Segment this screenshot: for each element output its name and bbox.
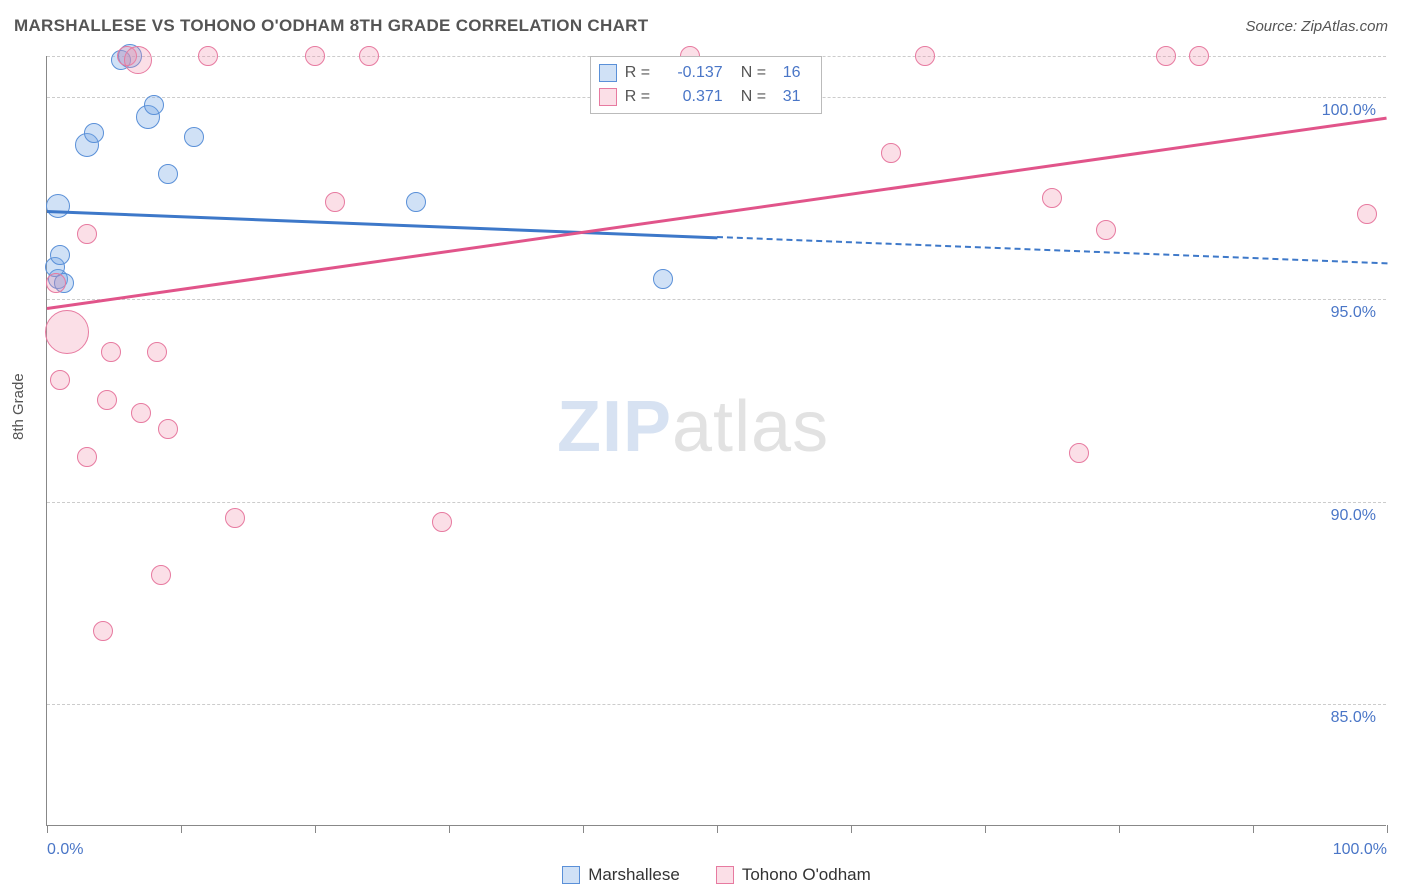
data-point — [653, 269, 673, 289]
data-point — [50, 245, 70, 265]
data-point — [1189, 46, 1209, 66]
chart-title: MARSHALLESE VS TOHONO O'ODHAM 8TH GRADE … — [14, 16, 648, 36]
data-point — [915, 46, 935, 66]
trend-line — [47, 210, 717, 239]
x-tick — [1119, 825, 1120, 833]
data-point — [101, 342, 121, 362]
legend-item: Marshallese — [562, 865, 680, 885]
data-point — [124, 46, 152, 74]
data-point — [50, 370, 70, 390]
data-point — [77, 224, 97, 244]
data-point — [158, 419, 178, 439]
watermark-zip: ZIP — [557, 387, 672, 467]
trend-line — [717, 236, 1387, 264]
gridline — [47, 704, 1386, 705]
data-point — [305, 46, 325, 66]
legend-swatch — [562, 866, 580, 884]
data-point — [93, 621, 113, 641]
x-tick — [449, 825, 450, 833]
stats-legend: R = -0.137 N = 16 R = 0.371 N = 31 — [590, 56, 822, 114]
y-axis-label: 8th Grade — [10, 373, 27, 440]
legend-item: Tohono O'odham — [716, 865, 871, 885]
series-legend: Marshallese Tohono O'odham — [47, 865, 1386, 889]
n-value: 31 — [783, 85, 813, 109]
legend-swatch — [599, 64, 617, 82]
x-tick — [315, 825, 316, 833]
source-attribution: Source: ZipAtlas.com — [1245, 18, 1388, 35]
x-tick — [851, 825, 852, 833]
data-point — [1069, 443, 1089, 463]
x-tick — [1253, 825, 1254, 833]
data-point — [325, 192, 345, 212]
data-point — [151, 565, 171, 585]
trend-line — [47, 117, 1387, 310]
data-point — [1357, 204, 1377, 224]
y-tick-label: 100.0% — [1322, 102, 1376, 120]
n-value: 16 — [783, 61, 813, 85]
stats-row: R = -0.137 N = 16 — [599, 61, 813, 85]
legend-swatch — [716, 866, 734, 884]
data-point — [144, 95, 164, 115]
watermark: ZIPatlas — [557, 386, 829, 468]
x-tick-label: 100.0% — [1333, 841, 1387, 859]
x-tick — [583, 825, 584, 833]
x-tick — [717, 825, 718, 833]
data-point — [45, 310, 89, 354]
watermark-atlas: atlas — [672, 387, 829, 467]
data-point — [225, 508, 245, 528]
y-tick-label: 95.0% — [1331, 304, 1376, 322]
data-point — [359, 46, 379, 66]
x-tick — [985, 825, 986, 833]
n-label: N = — [741, 61, 775, 85]
data-point — [1156, 46, 1176, 66]
gridline — [47, 502, 1386, 503]
data-point — [158, 164, 178, 184]
gridline — [47, 299, 1386, 300]
x-tick — [1387, 825, 1388, 833]
data-point — [46, 194, 70, 218]
data-point — [46, 273, 66, 293]
r-value: -0.137 — [667, 61, 723, 85]
r-label: R = — [625, 61, 659, 85]
data-point — [406, 192, 426, 212]
data-point — [131, 403, 151, 423]
scatter-plot-area: ZIPatlas 85.0%90.0%95.0%100.0%0.0%100.0%… — [46, 56, 1386, 826]
data-point — [432, 512, 452, 532]
data-point — [1042, 188, 1062, 208]
legend-label: Marshallese — [588, 865, 680, 885]
data-point — [1096, 220, 1116, 240]
stats-row: R = 0.371 N = 31 — [599, 85, 813, 109]
data-point — [77, 447, 97, 467]
y-tick-label: 85.0% — [1331, 709, 1376, 727]
data-point — [97, 390, 117, 410]
legend-label: Tohono O'odham — [742, 865, 871, 885]
x-tick-label: 0.0% — [47, 841, 83, 859]
data-point — [147, 342, 167, 362]
x-tick — [181, 825, 182, 833]
data-point — [84, 123, 104, 143]
data-point — [184, 127, 204, 147]
data-point — [881, 143, 901, 163]
legend-swatch — [599, 88, 617, 106]
y-tick-label: 90.0% — [1331, 507, 1376, 525]
r-label: R = — [625, 85, 659, 109]
x-tick — [47, 825, 48, 833]
data-point — [198, 46, 218, 66]
n-label: N = — [741, 85, 775, 109]
r-value: 0.371 — [667, 85, 723, 109]
